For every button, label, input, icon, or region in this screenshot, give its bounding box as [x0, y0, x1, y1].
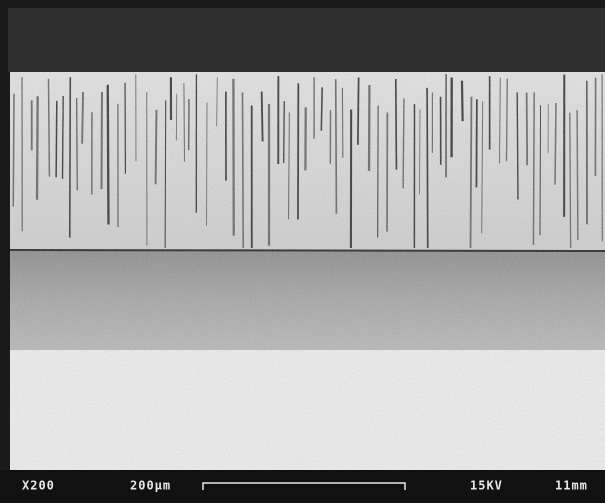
- scale-bar: [202, 482, 406, 490]
- voltage: 15KV: [470, 479, 503, 493]
- scale-label: 200μm: [130, 479, 171, 493]
- grain: [10, 72, 605, 470]
- working-distance: 11mm: [555, 479, 588, 493]
- vacuum-region: [8, 8, 605, 72]
- magnification: X200: [22, 479, 55, 493]
- info-bar: [0, 470, 605, 503]
